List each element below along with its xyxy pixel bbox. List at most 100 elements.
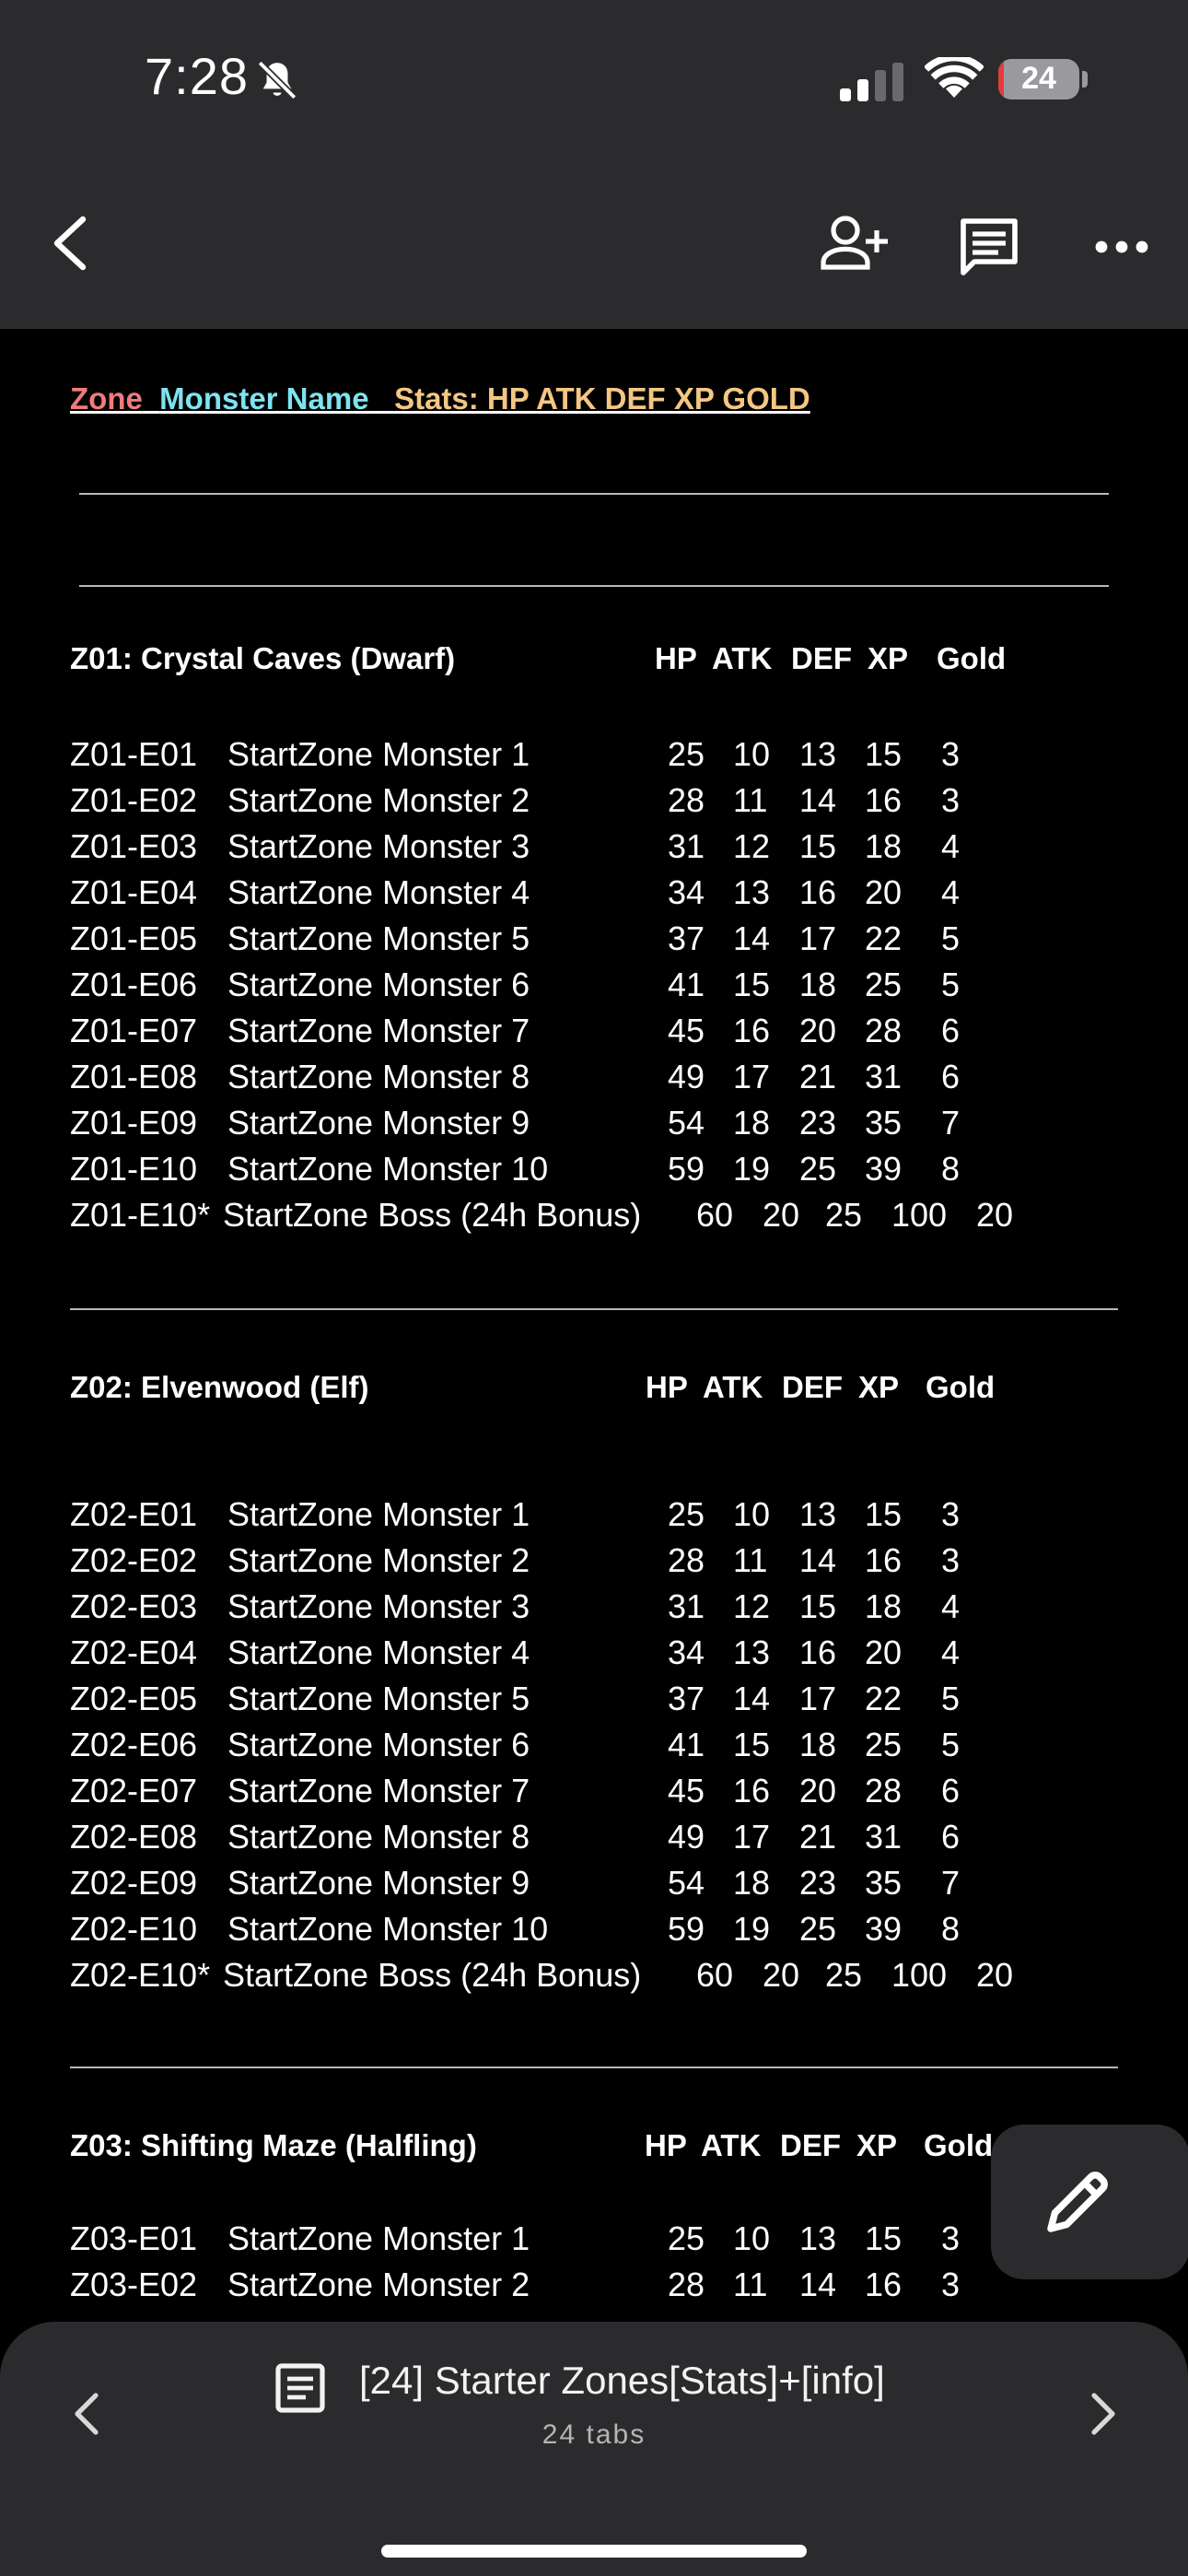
cell-xp: 16 xyxy=(865,781,903,819)
cell-def: 23 xyxy=(799,1104,837,1142)
cell-xp: 28 xyxy=(865,1772,903,1809)
monster-row: Z02-E05 StartZone Monster 5 37 14 17 22 5 xyxy=(70,1680,1129,1726)
cell-atk: 17 xyxy=(733,1058,771,1095)
cell-def: 18 xyxy=(799,1726,837,1763)
cell-name: StartZone Monster 6 xyxy=(227,966,530,1003)
cell-id: Z02-E04 xyxy=(70,1633,198,1671)
cell-xp: 100 xyxy=(891,1956,948,1994)
cell-name: StartZone Monster 2 xyxy=(227,2266,530,2303)
zone-section-z03: Z03: Shifting Maze (Halfling) HP ATK DEF… xyxy=(70,2128,1129,2322)
cell-hp: 41 xyxy=(668,966,705,1003)
cell-def: 17 xyxy=(799,919,837,957)
cell-id: Z02-E10 xyxy=(70,1910,198,1948)
cell-def: 20 xyxy=(799,1012,837,1049)
back-arrow-icon[interactable] xyxy=(42,214,94,273)
monster-row: Z01-E05 StartZone Monster 5 37 14 17 22 5 xyxy=(70,919,1129,966)
chevron-right-icon[interactable] xyxy=(1085,2388,1122,2440)
cell-name: StartZone Monster 9 xyxy=(227,1864,530,1902)
cell-atk: 15 xyxy=(733,966,771,1003)
divider xyxy=(70,2067,1118,2068)
more-dots-icon[interactable] xyxy=(1094,228,1149,265)
cell-gold: 3 xyxy=(941,2219,961,2257)
cell-name: StartZone Monster 1 xyxy=(227,1495,530,1533)
cell-atk: 11 xyxy=(733,781,768,819)
cell-name: StartZone Monster 10 xyxy=(227,1150,549,1188)
tab-selector[interactable]: [24] Starter Zones[Stats]+[info] xyxy=(273,2359,954,2423)
cell-name: StartZone Monster 6 xyxy=(227,1726,530,1763)
legend-zone: Zone xyxy=(70,381,143,416)
cell-xp: 25 xyxy=(865,1726,903,1763)
boss-row: Z01-E10* StartZone Boss (24h Bonus) 60 20 25… xyxy=(70,1196,1129,1242)
cell-atk: 17 xyxy=(733,1818,771,1856)
cell-gold: 7 xyxy=(941,1864,961,1902)
cell-gold: 4 xyxy=(941,1633,961,1671)
cell-xp: 100 xyxy=(891,1196,948,1234)
cell-id: Z01-E10 xyxy=(70,1150,198,1188)
cell-name: StartZone Monster 3 xyxy=(227,1587,530,1625)
cell-id: Z02-E10* xyxy=(70,1956,211,1994)
cell-hp: 41 xyxy=(668,1726,705,1763)
divider xyxy=(79,585,1109,587)
header-def: DEF xyxy=(791,641,852,675)
add-person-icon[interactable] xyxy=(820,214,890,273)
cell-def: 25 xyxy=(799,1910,837,1948)
cell-gold: 6 xyxy=(941,1818,961,1856)
cell-hp: 31 xyxy=(668,827,705,865)
cell-hp: 54 xyxy=(668,1104,705,1142)
cell-xp: 15 xyxy=(865,735,903,773)
cell-gold: 6 xyxy=(941,1772,961,1809)
monster-row: Z01-E04 StartZone Monster 4 34 13 16 20 4 xyxy=(70,873,1129,919)
cell-id: Z03-E02 xyxy=(70,2266,198,2303)
cell-hp: 54 xyxy=(668,1864,705,1902)
cell-atk: 16 xyxy=(733,1772,771,1809)
cell-def: 14 xyxy=(799,2266,837,2303)
monster-row: Z02-E07 StartZone Monster 7 45 16 20 28 6 xyxy=(70,1772,1129,1818)
cell-atk: 10 xyxy=(733,1495,771,1533)
header-def: DEF xyxy=(782,1370,843,1404)
cell-name: StartZone Monster 1 xyxy=(227,2219,530,2257)
cell-def: 21 xyxy=(799,1058,837,1095)
cell-gold: 8 xyxy=(941,1910,961,1948)
cell-name: StartZone Monster 8 xyxy=(227,1058,530,1095)
cell-xp: 39 xyxy=(865,1910,903,1948)
edit-fab-button[interactable] xyxy=(991,2125,1188,2279)
cell-xp: 20 xyxy=(865,873,903,911)
monster-row: Z01-E07 StartZone Monster 7 45 16 20 28 6 xyxy=(70,1012,1129,1058)
boss-row: Z02-E10* StartZone Boss (24h Bonus) 60 20 25… xyxy=(70,1956,1129,2002)
cell-atk: 19 xyxy=(733,1910,771,1948)
cell-hp: 60 xyxy=(696,1956,734,1994)
monster-row: Z02-E08 StartZone Monster 8 49 17 21 31 6 xyxy=(70,1818,1129,1864)
cell-id: Z02-E09 xyxy=(70,1864,198,1902)
header-hp: HP xyxy=(645,2128,687,2162)
cell-gold: 5 xyxy=(941,1680,961,1717)
cell-xp: 35 xyxy=(865,1864,903,1902)
cell-name: StartZone Monster 5 xyxy=(227,1680,530,1717)
cell-gold: 3 xyxy=(941,1541,961,1579)
monster-row: Z02-E06 StartZone Monster 6 41 15 18 25 5 xyxy=(70,1726,1129,1772)
cell-gold: 4 xyxy=(941,873,961,911)
cell-hp: 45 xyxy=(668,1012,705,1049)
cell-xp: 16 xyxy=(865,2266,903,2303)
chevron-left-icon[interactable] xyxy=(68,2388,105,2440)
cell-atk: 19 xyxy=(733,1150,771,1188)
cell-def: 21 xyxy=(799,1818,837,1856)
cell-xp: 20 xyxy=(865,1633,903,1671)
cell-id: Z02-E02 xyxy=(70,1541,198,1579)
cell-id: Z01-E04 xyxy=(70,873,198,911)
cell-gold: 20 xyxy=(976,1196,1014,1234)
cell-id: Z03-E01 xyxy=(70,2219,198,2257)
header-gold: Gold xyxy=(924,2128,994,2162)
monster-row: Z01-E09 StartZone Monster 9 54 18 23 35 7 xyxy=(70,1104,1129,1150)
cell-gold: 5 xyxy=(941,966,961,1003)
monster-row: Z01-E10 StartZone Monster 10 59 19 25 39 8 xyxy=(70,1150,1129,1196)
cell-id: Z02-E06 xyxy=(70,1726,198,1763)
cell-atk: 13 xyxy=(733,1633,771,1671)
cell-xp: 35 xyxy=(865,1104,903,1142)
comment-icon[interactable] xyxy=(958,216,1020,278)
home-indicator[interactable] xyxy=(381,2545,807,2558)
cell-atk: 14 xyxy=(733,1680,771,1717)
cell-id: Z01-E03 xyxy=(70,827,198,865)
cell-gold: 3 xyxy=(941,735,961,773)
wifi-icon xyxy=(925,57,984,98)
cell-id: Z01-E10* xyxy=(70,1196,211,1234)
